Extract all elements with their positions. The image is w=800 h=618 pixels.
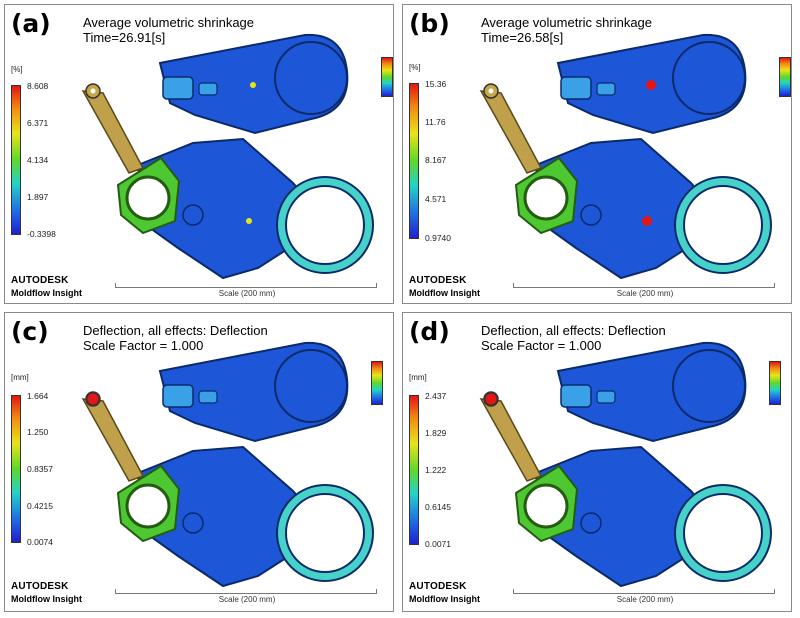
colorbar-tick: 11.76 (425, 117, 446, 127)
scale-label: Scale (200 mm) (616, 595, 674, 604)
scale-bar: Scale (200 mm) (513, 589, 775, 604)
colorbar-tick: 1.829 (425, 428, 447, 438)
colorbar-tick: 0.4215 (27, 501, 53, 511)
colorbar (11, 395, 21, 543)
colorbar-tick: 2.437 (425, 391, 447, 401)
mini-colorbar (779, 57, 791, 97)
panel-subtitle: Scale Factor = 1.000 (83, 338, 204, 353)
colorbar (409, 83, 419, 239)
colorbar (409, 395, 419, 545)
brand-name: AUTODESK (11, 581, 69, 592)
brand-product: Moldflow Insight (11, 288, 82, 298)
panel-title: Average volumetric shrinkage (83, 15, 255, 30)
mini-colorbar (371, 361, 383, 405)
colorbar-tick: 0.9740 (425, 233, 451, 243)
panel-a: (a) Average volumetric shrinkage Time=26… (4, 4, 394, 304)
scale-bar: Scale (200 mm) (513, 283, 775, 298)
panel-label: (d) (409, 317, 450, 346)
panel-label: (a) (11, 9, 51, 38)
colorbar-tick: 1.897 (27, 192, 49, 202)
colorbar-tick: 4.134 (27, 155, 49, 165)
colorbar-tick: 0.6145 (425, 502, 451, 512)
colorbar-tick: 4.571 (425, 194, 447, 204)
colorbar-tick: -0.3398 (27, 229, 56, 239)
panel-subtitle: Scale Factor = 1.000 (481, 338, 602, 353)
part-visualization (81, 33, 375, 280)
panel-title: Deflection, all effects: Deflection (83, 323, 268, 338)
colorbar-tick: 0.0074 (27, 537, 53, 547)
colorbar-tick: 1.222 (425, 465, 447, 475)
colorbar-unit: [%] (409, 63, 421, 72)
colorbar-tick: 0.8357 (27, 464, 53, 474)
brand-name: AUTODESK (409, 275, 467, 286)
part-visualization (479, 341, 773, 588)
colorbar-unit: [%] (11, 65, 23, 74)
mini-colorbar (381, 57, 393, 97)
part-visualization (81, 341, 375, 588)
scale-label: Scale (200 mm) (218, 289, 276, 298)
brand-product: Moldflow Insight (11, 594, 82, 604)
panel-label: (b) (409, 9, 450, 38)
colorbar-tick: 8.608 (27, 81, 49, 91)
panel-title: Average volumetric shrinkage (481, 15, 653, 30)
colorbar-tick: 15.36 (425, 79, 447, 89)
panel-d: (d) Deflection, all effects: Deflection … (402, 312, 792, 612)
colorbar-tick: 8.167 (425, 155, 447, 165)
panel-b: (b) Average volumetric shrinkage Time=26… (402, 4, 792, 304)
panel-title: Deflection, all effects: Deflection (481, 323, 666, 338)
brand-name: AUTODESK (409, 581, 467, 592)
scale-label: Scale (200 mm) (616, 289, 674, 298)
scale-bar: Scale (200 mm) (115, 283, 377, 298)
brand-product: Moldflow Insight (409, 594, 480, 604)
panel-subtitle: Time=26.58[s] (481, 30, 564, 45)
part-visualization (479, 33, 773, 280)
brand-product: Moldflow Insight (409, 288, 480, 298)
colorbar-unit: [mm] (409, 373, 427, 382)
colorbar-tick: 0.0071 (425, 539, 451, 549)
brand-name: AUTODESK (11, 275, 69, 286)
panel-subtitle: Time=26.91[s] (83, 30, 166, 45)
panel-c: (c) Deflection, all effects: Deflection … (4, 312, 394, 612)
colorbar-unit: [mm] (11, 373, 29, 382)
panel-label: (c) (11, 317, 49, 346)
scale-bar: Scale (200 mm) (115, 589, 377, 604)
colorbar-tick: 6.371 (27, 118, 49, 128)
colorbar (11, 85, 21, 235)
colorbar-tick: 1.250 (27, 427, 49, 437)
colorbar-tick: 1.664 (27, 391, 49, 401)
scale-label: Scale (200 mm) (218, 595, 276, 604)
mini-colorbar (769, 361, 781, 405)
